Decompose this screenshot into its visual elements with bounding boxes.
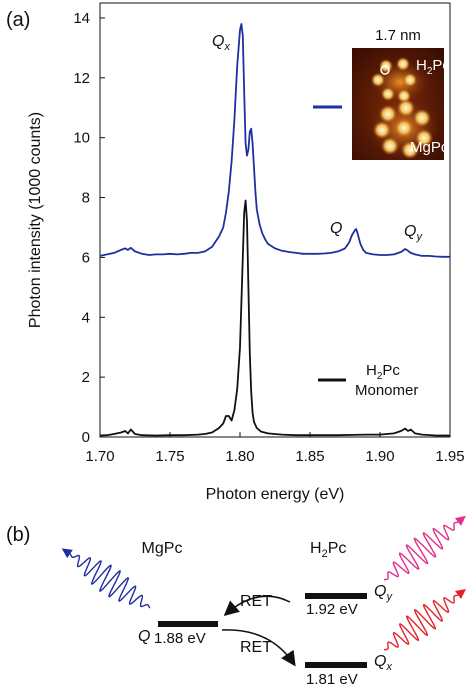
h2pc-qx-symbol: Qx [374, 653, 392, 673]
wave-pink-path [383, 521, 459, 581]
ret-arrow-to-qx [221, 629, 296, 667]
series-line-0 [99, 23, 450, 258]
wave-blue-path [69, 553, 151, 609]
h2pc-qx-energy: 1.81 eV [306, 671, 358, 688]
y-axis-ticks: 0 2 4 6 8 10 12 14 [73, 10, 105, 446]
mgpc-q-level [158, 621, 218, 627]
mgpc-q-symbol: Q [138, 628, 150, 645]
h2pc-qx-level [305, 662, 367, 668]
y-tick-label: 0 [82, 429, 90, 446]
ret-arrow-to-mgpc [223, 595, 291, 616]
x-tick-label: 1.80 [225, 448, 254, 465]
legend-monomer-label: Monomer [355, 382, 418, 399]
h2pc-qy-level [305, 593, 367, 599]
diagram-mgpc-label: MgPc [142, 540, 183, 557]
y-tick-label: 12 [73, 70, 90, 87]
panel-a-label: (a) [6, 9, 30, 31]
x-tick-label: 1.75 [155, 448, 184, 465]
photon-wave-red [383, 589, 467, 651]
x-tick-label: 1.70 [85, 448, 114, 465]
series-line-1 [99, 199, 450, 437]
mgpc-q-energy: 1.88 eV [154, 630, 206, 647]
inset-stm-image: 1.7 nm H2Pc MgPc [313, 27, 450, 160]
diagram-h2pc-label: H2Pc [310, 540, 346, 560]
x-tick-label: 1.85 [295, 448, 324, 465]
y-tick-label: 14 [73, 10, 90, 27]
wave-red-arrowhead [455, 589, 467, 600]
energy-diagram: MgPc H2Pc RET RET Q 1.88 eV Qy 1.92 eV Q… [61, 515, 467, 688]
plot-frame [99, 2, 451, 438]
legend: H2Pc Monomer [318, 362, 418, 399]
ret-top-label: RET [240, 593, 272, 610]
annotation-qy: Qy [404, 223, 423, 243]
tip-position-marker [380, 65, 390, 75]
x-tick-label: 1.90 [365, 448, 394, 465]
wave-blue-arrowhead [61, 548, 73, 559]
x-axis-label: Photon energy (eV) [206, 486, 345, 503]
y-tick-label: 4 [82, 309, 90, 326]
mgpc-lobes [373, 99, 433, 159]
inset-mgpc-label: MgPc [410, 139, 449, 156]
wave-red-path [383, 594, 459, 651]
annotation-q: Q [330, 220, 342, 237]
h2pc-qy-energy: 1.92 eV [306, 601, 358, 618]
y-tick-label: 6 [82, 249, 90, 266]
y-tick-label: 10 [73, 130, 90, 147]
series-group [99, 23, 450, 437]
x-tick-label: 1.95 [435, 448, 464, 465]
photon-wave-pink [383, 515, 466, 581]
inset-h2pc-label: H2Pc [416, 57, 450, 77]
photon-wave-blue [61, 548, 151, 609]
panel-b-label: (b) [6, 524, 30, 546]
legend-h2pc-label: H2Pc [366, 362, 400, 382]
y-tick-label: 2 [82, 369, 90, 386]
inset-scale-label: 1.7 nm [375, 27, 421, 44]
annotation-qx: Qx [212, 33, 230, 53]
y-tick-label: 8 [82, 190, 90, 207]
h2pc-qy-symbol: Qy [374, 583, 393, 603]
y-axis-label: Photon intensity (1000 counts) [27, 112, 44, 328]
ret-bottom-label: RET [240, 639, 272, 656]
wave-pink-arrowhead [454, 515, 466, 526]
